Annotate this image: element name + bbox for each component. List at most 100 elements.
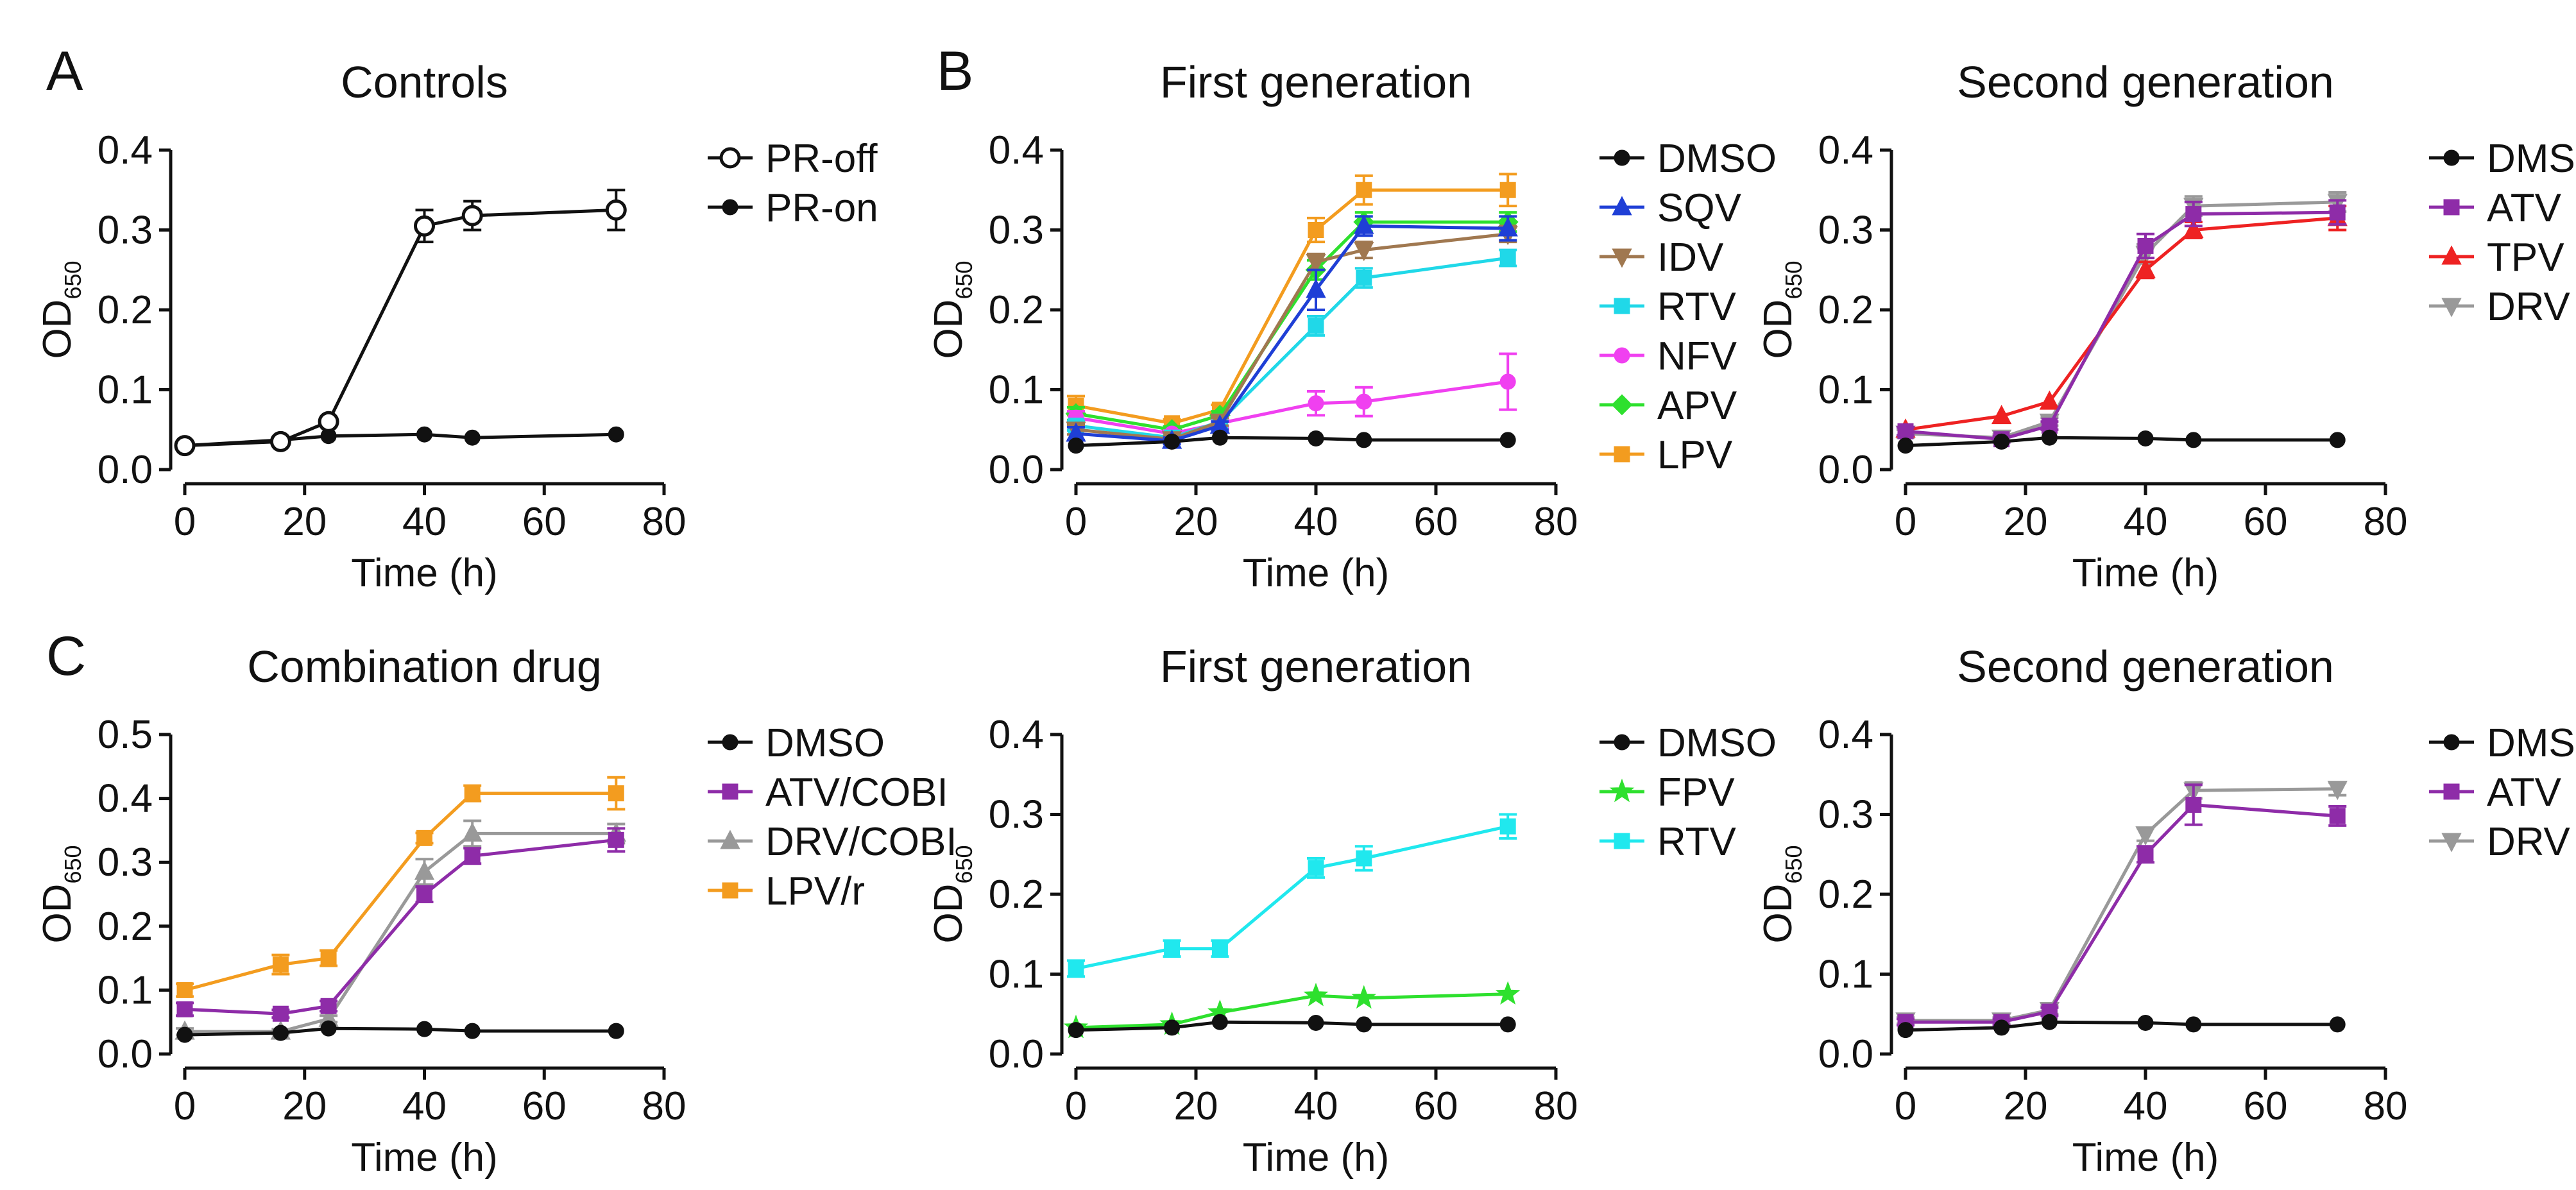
data-point xyxy=(1068,1022,1084,1039)
data-point xyxy=(2185,1016,2202,1033)
data-point xyxy=(1211,429,1228,446)
data-point xyxy=(174,435,196,457)
legend-item: LPV xyxy=(1599,433,1733,477)
legend-label: RTV xyxy=(1657,820,1737,864)
y-tick-label: 0.0 xyxy=(1818,1032,1873,1076)
y-axis-label: OD650 xyxy=(1756,260,1807,359)
legend-item: DMSO xyxy=(1599,721,1777,765)
legend-label: FPV xyxy=(1657,770,1735,815)
data-point xyxy=(176,1026,193,1043)
x-axis-label: Time (h) xyxy=(2072,551,2219,595)
data-point xyxy=(1499,432,1516,448)
legend-item: DRV xyxy=(2429,820,2570,864)
data-point xyxy=(2329,204,2346,221)
y-tick-label: 0.1 xyxy=(989,953,1044,997)
legend: DMSO ATV TPV DRV xyxy=(2429,137,2576,329)
panel-letter-b: B xyxy=(937,40,973,102)
data-point xyxy=(2329,1016,2346,1033)
data-point xyxy=(1308,1014,1324,1031)
legend-marker xyxy=(2443,734,2460,751)
data-point xyxy=(1308,860,1324,876)
legend-marker xyxy=(1614,833,1630,849)
y-axis-label-sub: 650 xyxy=(1780,260,1807,299)
chart-title: Controls xyxy=(341,57,508,107)
x-tick-label: 40 xyxy=(402,500,447,544)
legend-label: DMSO xyxy=(1657,137,1777,181)
legend-label: PR-on xyxy=(765,186,878,230)
x-tick-label: 40 xyxy=(2124,500,2168,544)
data-point xyxy=(1308,222,1324,238)
legend-item: DMSO xyxy=(708,721,885,765)
data-point xyxy=(1499,373,1516,390)
chart-1: Controls 0.0 0.1 0.2 0.3 0.4 0 20 40 60 80 Time (h)… xyxy=(35,57,878,595)
x-tick-label: 20 xyxy=(2004,1084,2048,1128)
data-point xyxy=(1356,182,1372,198)
data-point xyxy=(2137,846,2154,863)
data-point xyxy=(2185,797,2202,813)
legend-label: LPV xyxy=(1657,433,1733,477)
series-dmso xyxy=(1897,1014,2346,1039)
x-axis-label: Time (h) xyxy=(1243,551,1389,595)
series-line xyxy=(1906,787,2338,1023)
legend-item: RTV xyxy=(1599,285,1737,329)
legend-marker xyxy=(720,829,740,849)
legend-label: APV xyxy=(1657,384,1737,428)
series-dmso xyxy=(176,1020,624,1043)
x-tick-label: 20 xyxy=(1174,1084,1218,1128)
y-tick-label: 0.0 xyxy=(989,1032,1044,1076)
series-line xyxy=(184,1026,617,1037)
data-point xyxy=(1356,850,1372,867)
x-tick-label: 60 xyxy=(2244,500,2288,544)
data-point xyxy=(1497,217,1518,237)
data-point xyxy=(2041,1014,2058,1030)
legend-marker xyxy=(1614,446,1630,463)
series-line xyxy=(1905,200,2338,439)
legend-label: NFV xyxy=(1657,334,1737,378)
y-axis-label-sub: 650 xyxy=(951,260,977,299)
y-axis-label-sub: 650 xyxy=(60,260,86,299)
data-point xyxy=(272,1024,289,1041)
legend-item: APV xyxy=(1599,384,1737,428)
data-point xyxy=(2185,206,2202,223)
legend-item: NFV xyxy=(1599,334,1737,378)
data-point xyxy=(320,998,337,1014)
data-point xyxy=(1897,438,1914,454)
series-dmso xyxy=(1068,429,1516,454)
x-tick-label: 0 xyxy=(1895,1084,1916,1128)
data-point xyxy=(464,1023,481,1039)
y-tick-label: 0.0 xyxy=(989,448,1044,492)
series-line xyxy=(184,838,617,1016)
series-line xyxy=(1905,1020,2338,1032)
legend-marker xyxy=(2441,833,2462,853)
data-point xyxy=(1897,423,1914,439)
legend-label: DRV xyxy=(2487,285,2570,329)
x-tick-label: 40 xyxy=(402,1084,447,1128)
y-tick-label: 0.5 xyxy=(98,713,153,757)
data-point xyxy=(1068,438,1084,454)
data-point xyxy=(1308,430,1324,446)
data-point xyxy=(272,956,289,973)
x-tick-label: 20 xyxy=(282,1084,327,1128)
data-point xyxy=(2185,432,2202,448)
series-line xyxy=(1075,380,1508,436)
data-point xyxy=(1897,1022,1914,1039)
legend-marker xyxy=(2443,783,2460,800)
y-tick-label: 0.2 xyxy=(989,288,1044,332)
data-point xyxy=(2039,390,2060,410)
chart-4: Combination drug 0.0 0.1 0.2 0.3 0.4 0.5 0 20 40 6… xyxy=(35,642,957,1180)
series-line xyxy=(1075,1020,1508,1032)
data-point xyxy=(2329,432,2346,448)
data-point xyxy=(1164,940,1181,957)
y-tick-label: 0.3 xyxy=(989,208,1044,253)
legend-marker xyxy=(1614,298,1630,314)
data-point xyxy=(416,1021,432,1037)
x-tick-label: 40 xyxy=(1294,500,1338,544)
series-line xyxy=(1905,216,2338,432)
data-point xyxy=(1354,242,1374,262)
chart-title: First generation xyxy=(1160,642,1472,692)
data-point xyxy=(176,982,193,998)
legend-label: ATV xyxy=(2487,186,2562,230)
data-point xyxy=(2135,259,2156,278)
x-tick-label: 0 xyxy=(174,1084,196,1128)
series-dmso xyxy=(1897,429,2346,454)
